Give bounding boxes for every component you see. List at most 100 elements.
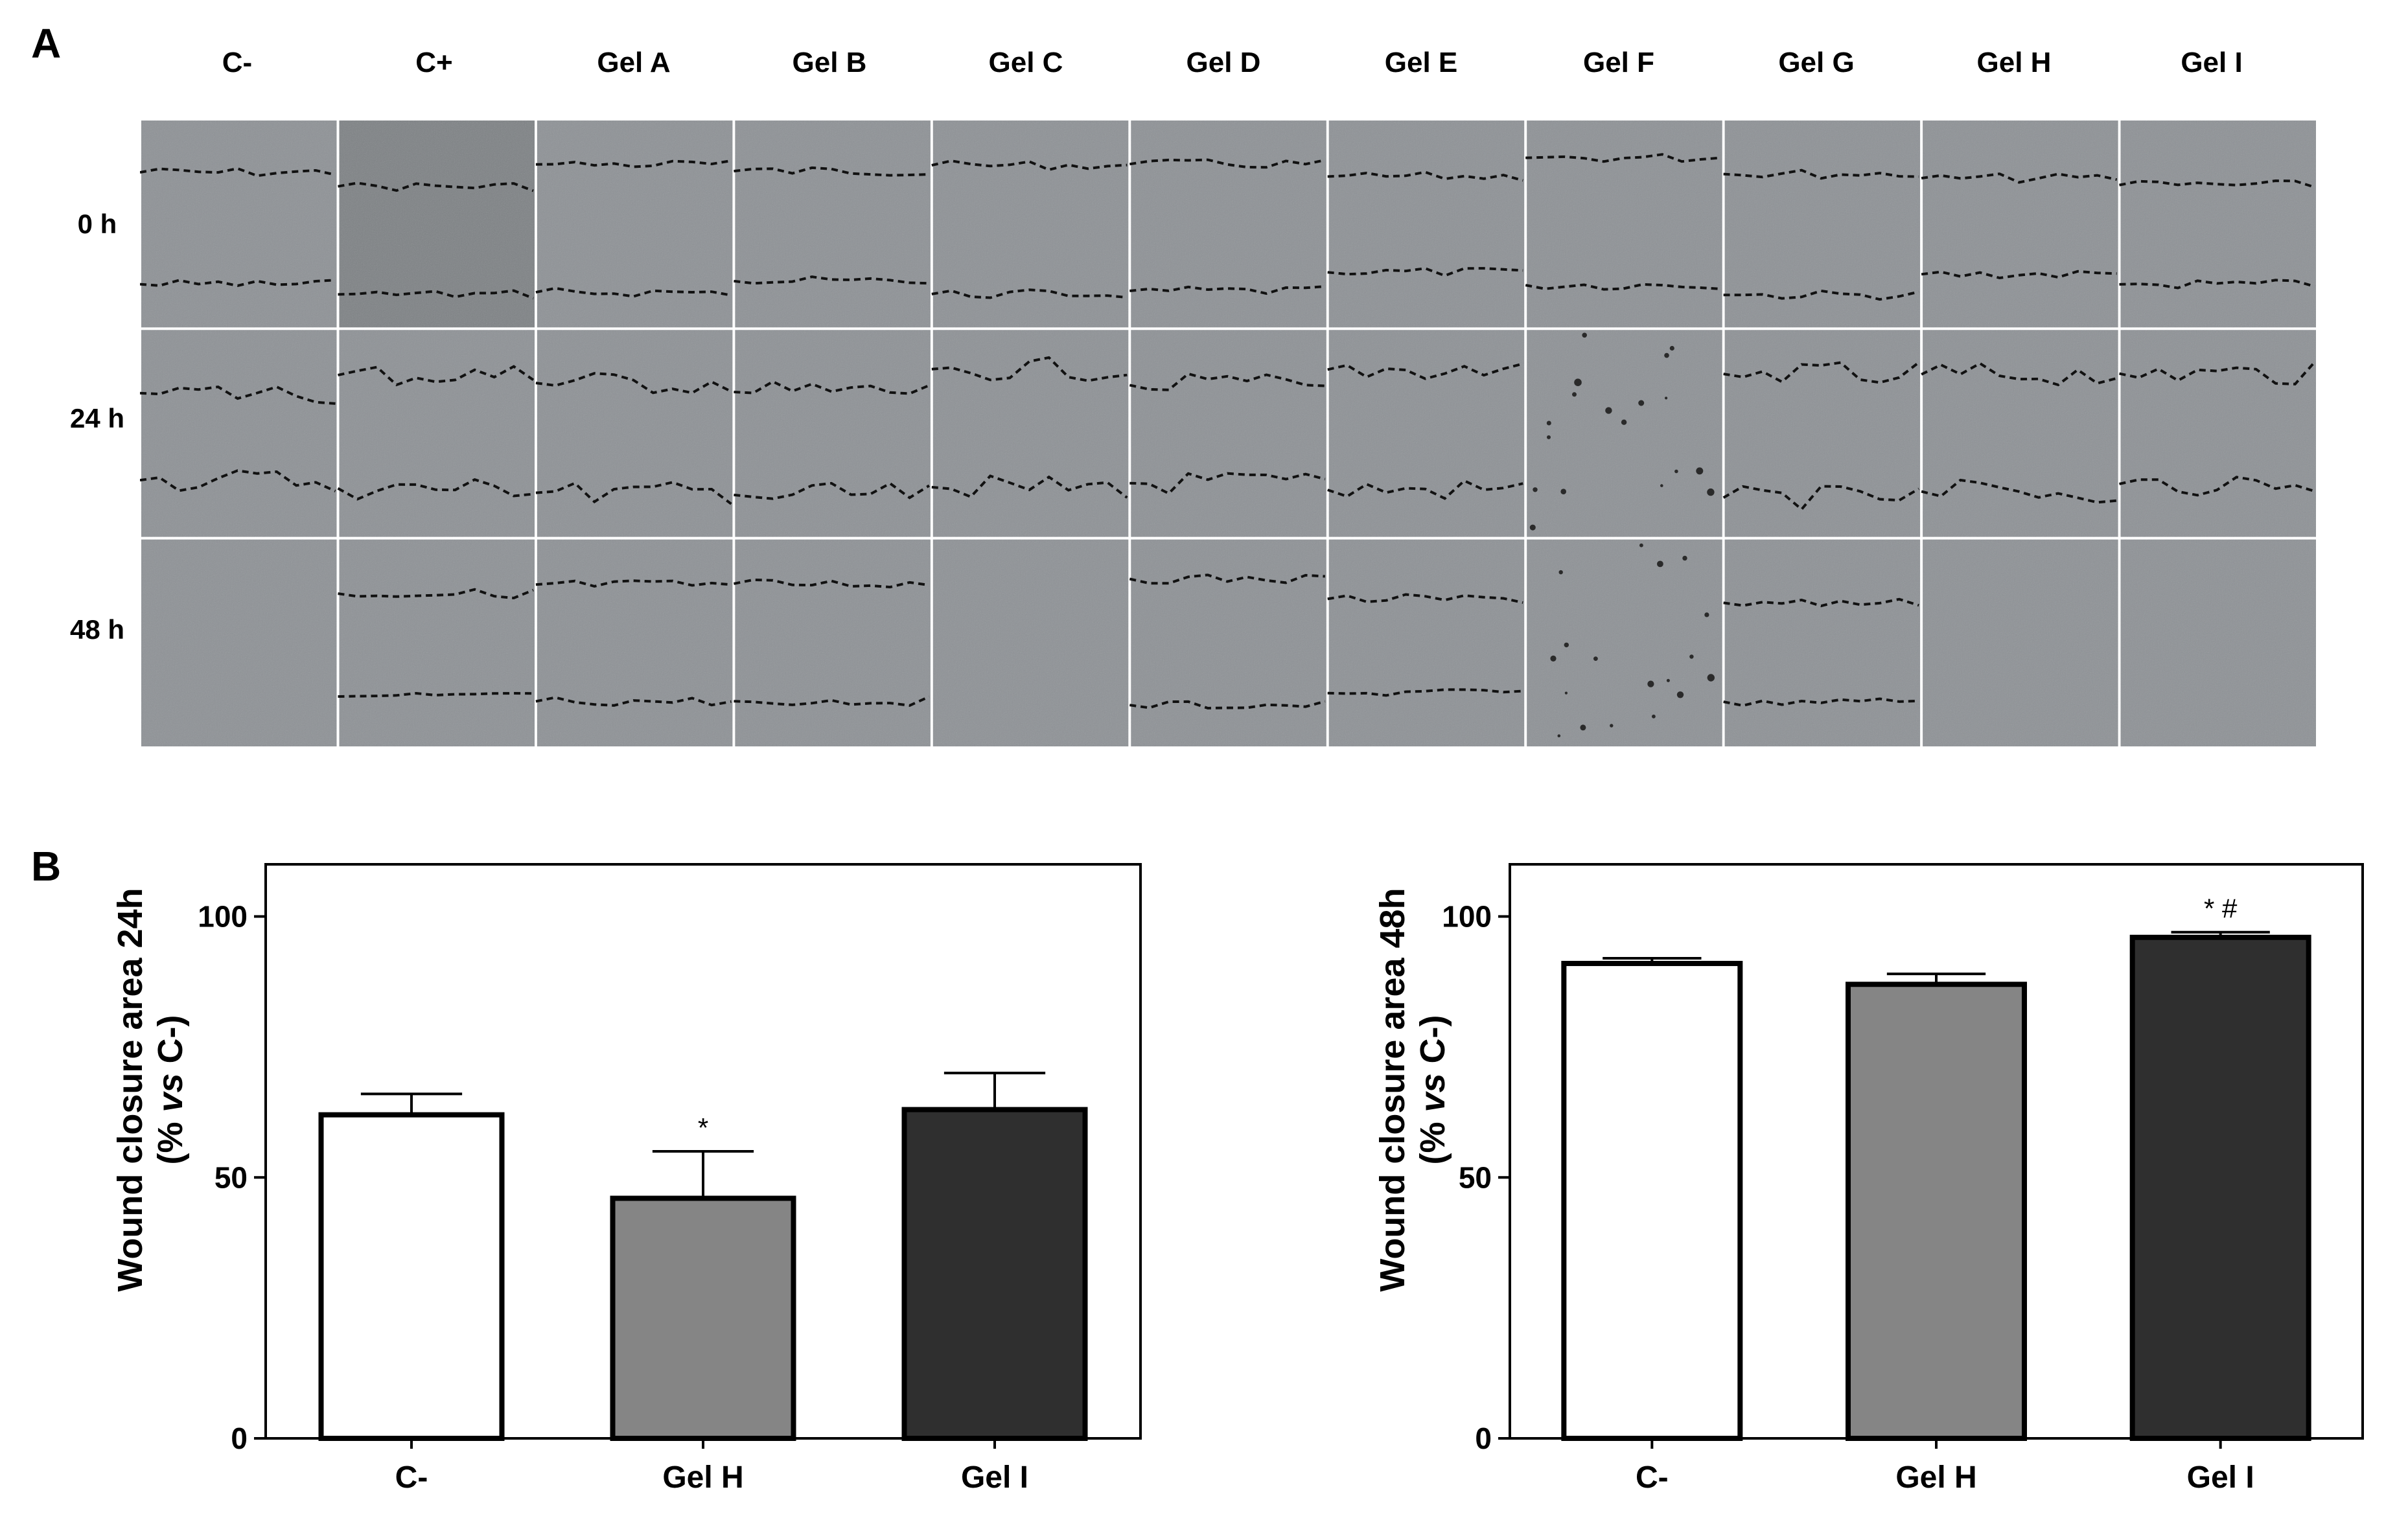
tile-r2-c0: [141, 539, 337, 746]
debris-dot: [1682, 555, 1687, 561]
micrograph-tile: [735, 121, 931, 328]
micrograph-grid: [140, 121, 2316, 746]
tile-r2-c5: [1129, 539, 1326, 746]
chart1-ylabel-line1: Wound closure area 24h: [111, 888, 150, 1292]
col-label-c-plus: C+: [415, 47, 453, 78]
tile-r2-c2: [535, 539, 733, 746]
debris-dot: [1664, 352, 1669, 358]
wound-edge-bottom: [1921, 270, 2117, 280]
wound-edge-bottom: [535, 286, 732, 298]
tile-r1-c1: [337, 330, 535, 537]
micrograph-tile: [2120, 121, 2316, 328]
wound-edge-bottom: [1723, 697, 1919, 708]
micrograph-tile: [1923, 539, 2118, 746]
micrograph-tile: [141, 330, 337, 537]
tile-r1-c7: [1527, 330, 1722, 537]
tile-r1-c10: [2119, 330, 2316, 537]
debris-dot: [1533, 487, 1538, 492]
debris-dot: [1572, 392, 1577, 397]
micrograph-tile: [735, 330, 931, 537]
wound-edge-top: [1327, 170, 1523, 182]
wound-edge-top: [140, 385, 336, 405]
row-label-0h: 0 h: [77, 209, 117, 239]
col-label-gel-g: Gel G: [1778, 47, 1855, 78]
y-tick-label: 100: [198, 900, 248, 934]
debris-dot: [1652, 714, 1656, 719]
debris-dot: [1665, 397, 1668, 400]
debris-dot: [1666, 678, 1670, 682]
wound-edge-top: [1327, 593, 1523, 605]
wound-edge-top: [1327, 362, 1523, 380]
y-tick-label: 50: [214, 1160, 248, 1194]
micrograph-tile: [141, 539, 337, 746]
wound-edge-bottom: [535, 481, 732, 505]
tile-r2-c6: [1327, 539, 1525, 746]
wound-edge-top: [1129, 573, 1325, 585]
col-label-gel-a: Gel A: [597, 47, 671, 78]
col-label-gel-i: Gel I: [2181, 47, 2243, 78]
wound-edge-top: [1723, 597, 1919, 608]
tile-r0-c9: [1921, 121, 2118, 328]
debris-dot: [1557, 734, 1561, 737]
col-label-gel-f: Gel F: [1582, 47, 1655, 78]
y-tick-label: 0: [1475, 1422, 1492, 1455]
wound-edge-bottom: [337, 478, 534, 501]
micrograph-tile: [537, 539, 733, 746]
bar-gel-h: [1846, 982, 2027, 1442]
bar-gel-h: [610, 1195, 796, 1441]
debris-dot: [1707, 674, 1715, 682]
micrograph-tile: [2120, 539, 2316, 746]
wound-edge-top: [2119, 361, 2316, 386]
tile-r0-c7: [1525, 121, 1722, 328]
debris-dot: [1547, 435, 1551, 439]
col-label-gel-e: Gel E: [1384, 47, 1458, 78]
debris-dot: [1689, 654, 1694, 659]
debris-dot: [1657, 560, 1663, 568]
bar-c-: [318, 1112, 505, 1441]
wound-edge-bottom: [1327, 267, 1523, 277]
x-tick-label: C-: [395, 1460, 428, 1495]
bar-gel-i: [901, 1107, 1088, 1441]
tile-r2-c1: [338, 539, 535, 746]
micrograph-tile: [1527, 330, 1722, 537]
tile-r0-c5: [1129, 121, 1326, 328]
debris-dot: [1605, 407, 1612, 414]
tile-r1-c2: [535, 330, 733, 537]
wound-edge-bottom: [140, 279, 336, 288]
y-tick-label: 0: [231, 1422, 248, 1455]
tile-r1-c0: [140, 330, 337, 537]
tile-r1-c5: [1129, 330, 1326, 537]
panel-a-label: A: [31, 20, 62, 67]
micrograph-tile: [1724, 121, 1921, 328]
debris-dot: [1558, 570, 1563, 575]
tile-r0-c2: [535, 121, 733, 328]
wound-edge-bottom: [1722, 485, 1920, 511]
debris-dot: [1582, 332, 1587, 338]
debris-dot: [1610, 724, 1614, 728]
micrograph-tile: [339, 330, 535, 537]
chart-48h: 0 50 100 C- Gel H Gel I * #: [1442, 863, 2364, 1495]
debris-dot: [1546, 420, 1551, 426]
tile-r0-c1: [338, 121, 535, 328]
micrograph-tile: [1923, 121, 2118, 328]
wound-edge-bottom: [535, 696, 732, 707]
tile-r2-c3: [734, 539, 931, 746]
wound-edge-top: [1723, 361, 1920, 384]
debris-dot: [1574, 378, 1582, 386]
debris-dot: [1696, 467, 1704, 475]
col-label-c-minus: C-: [222, 47, 253, 78]
micrograph-tile: [1724, 539, 1921, 746]
micrograph-tile: [141, 121, 337, 328]
micrograph-tile: [339, 539, 535, 746]
micrograph-tile: [1328, 539, 1525, 746]
y-tick-label: 100: [1442, 900, 1492, 934]
debris-dot: [1669, 345, 1674, 351]
micrograph-tile: [1131, 539, 1326, 746]
bar-gel-i: [2129, 934, 2311, 1442]
panel-b-label: B: [31, 843, 62, 890]
y-tick-label: 50: [1459, 1160, 1492, 1194]
debris-dot: [1621, 419, 1627, 425]
debris-dot: [1660, 484, 1663, 487]
debris-dot: [1676, 691, 1684, 698]
bar-c-: [1561, 961, 1743, 1441]
